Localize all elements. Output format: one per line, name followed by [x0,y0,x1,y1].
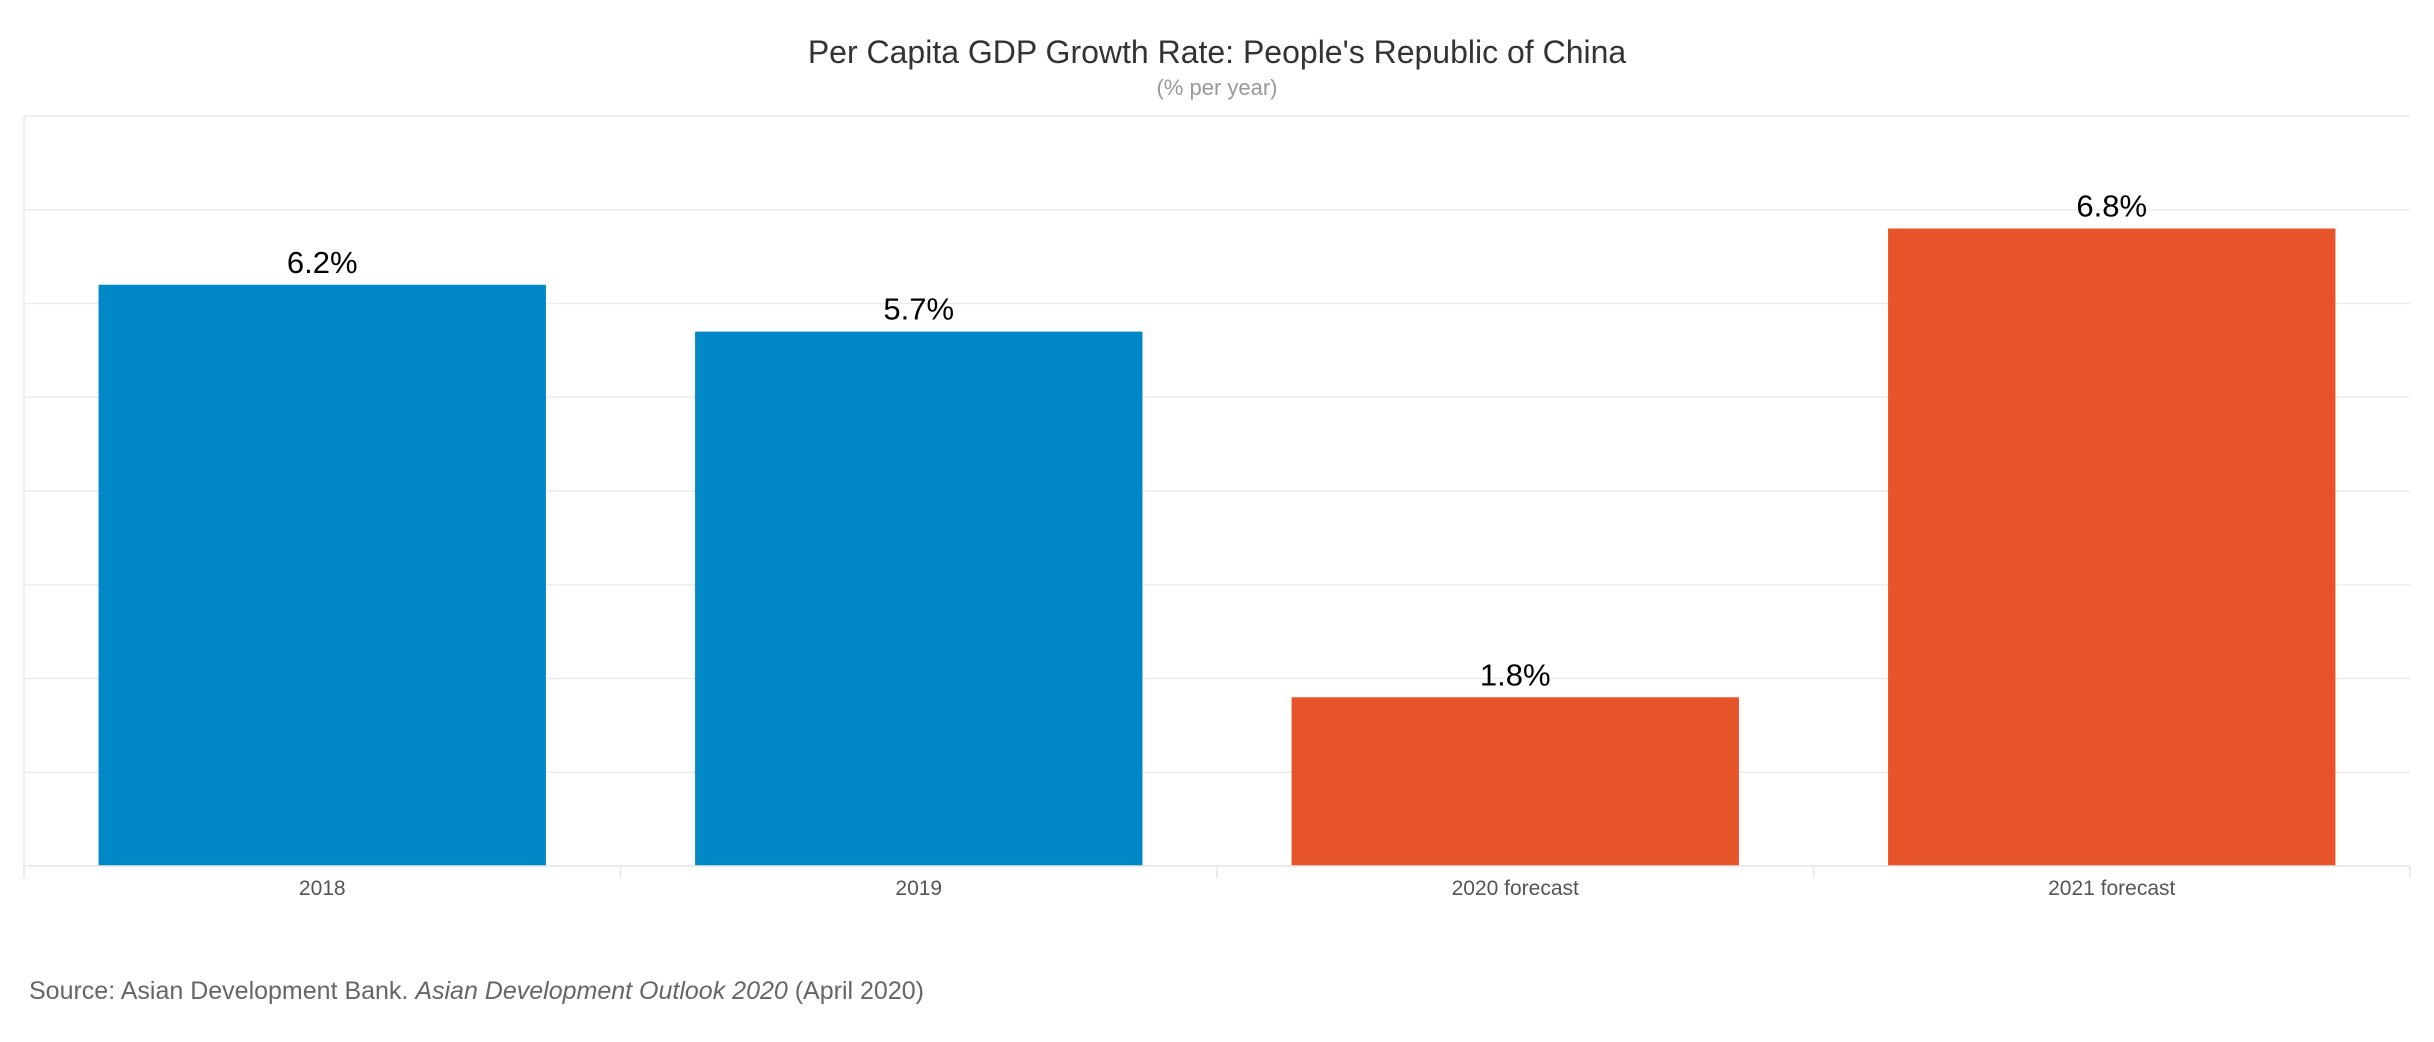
x-axis: 2018 2019 2020 forecast 2021 forecast [23,865,2411,900]
bar-2018 [98,284,546,866]
source-publication: Asian Development Outlook 2020 [415,977,788,1005]
data-label: 6.2% [287,245,358,280]
bar-2019 [695,331,1143,866]
x-tick-label: 2020 forecast [1452,877,1579,900]
x-tick-label: 2021 forecast [2048,877,2175,900]
source-suffix: (April 2020) [787,977,924,1005]
data-label: 1.8% [1480,657,1551,692]
chart-title: Per Capita GDP Growth Rate: People's Rep… [807,34,1627,70]
chart-subtitle: (% per year) [1156,75,1278,100]
bar-2020-forecast [1291,697,1739,866]
source-note: Source: Asian Development Bank. Asian De… [29,977,924,1006]
bars [98,228,2336,866]
data-label: 5.7% [883,292,954,327]
source-prefix: Source: Asian Development Bank. [29,977,416,1005]
data-label: 6.8% [2076,189,2147,224]
bar-2021-forecast [1888,228,2336,866]
data-labels: 6.2% 5.7% 1.8% 6.8% [287,189,2147,693]
x-tick-label: 2018 [299,877,346,900]
x-tick-label: 2019 [895,877,942,900]
